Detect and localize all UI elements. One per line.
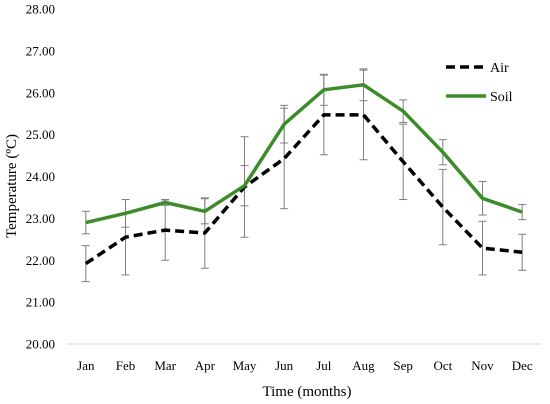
legend-label: Soil bbox=[490, 90, 513, 105]
x-tick-label: Nov bbox=[471, 358, 494, 373]
x-axis-ticks: Jan Feb Mar Apr May Jun Jul Aug Sep Oct Nov Dec bbox=[77, 358, 533, 373]
legend: Air Soil bbox=[446, 61, 513, 105]
y-axis-ticks: 20.00 21.00 22.00 23.00 24.00 25.00 26.00 27.00… bbox=[26, 2, 55, 352]
x-tick-label: Jan bbox=[77, 358, 95, 373]
legend-item-soil: Soil bbox=[446, 90, 513, 105]
error-bar bbox=[438, 168, 447, 246]
x-tick-label: Apr bbox=[195, 358, 216, 373]
x-tick-label: Aug bbox=[352, 358, 375, 373]
x-axis-label: Time (months) bbox=[262, 384, 351, 400]
y-tick-label: 23.00 bbox=[26, 211, 55, 226]
error-bars bbox=[81, 68, 527, 283]
y-tick-label: 25.00 bbox=[26, 127, 55, 142]
y-tick-label: 28.00 bbox=[26, 2, 55, 17]
x-tick-label: Jul bbox=[316, 358, 332, 373]
error-bar bbox=[478, 220, 487, 276]
x-tick-label: Jun bbox=[275, 358, 294, 373]
x-tick-label: Oct bbox=[433, 358, 452, 373]
series-lines bbox=[84, 83, 523, 266]
y-tick-label: 27.00 bbox=[26, 43, 55, 58]
legend-item-air: Air bbox=[446, 61, 509, 76]
series-line-soil bbox=[85, 83, 523, 225]
x-tick-label: May bbox=[233, 358, 257, 373]
x-tick-label: Feb bbox=[116, 358, 136, 373]
legend-label: Air bbox=[490, 61, 509, 76]
y-axis-label: Temperature (ºC) bbox=[4, 134, 20, 238]
y-tick-label: 20.00 bbox=[26, 337, 55, 352]
series-line-air bbox=[84, 113, 523, 266]
y-tick-label: 26.00 bbox=[26, 85, 55, 100]
x-tick-label: Sep bbox=[393, 358, 413, 373]
x-tick-label: Mar bbox=[154, 358, 176, 373]
x-tick-label: Dec bbox=[512, 358, 533, 373]
y-tick-label: 21.00 bbox=[26, 295, 55, 310]
y-tick-label: 22.00 bbox=[26, 253, 55, 268]
y-tick-label: 24.00 bbox=[26, 169, 55, 184]
